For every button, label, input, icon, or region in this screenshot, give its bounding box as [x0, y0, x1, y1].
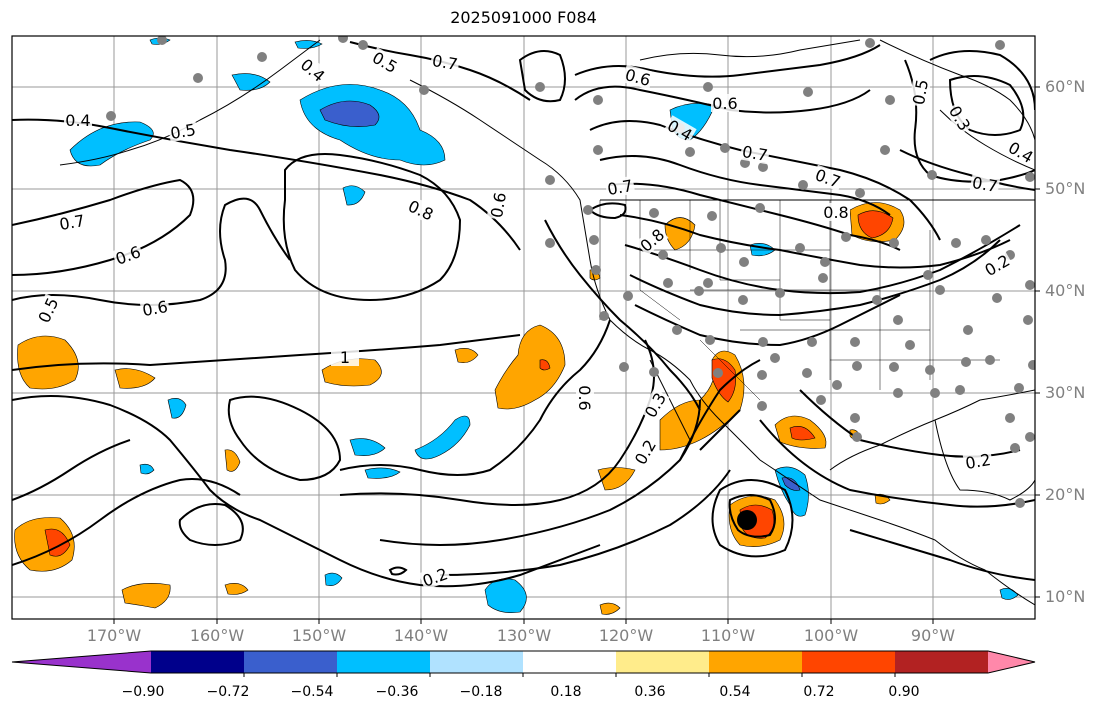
contour-label: 0.7 — [741, 142, 769, 165]
colorbar-tick-label: 0.54 — [719, 684, 751, 700]
colorbar-tick-label: 0.36 — [634, 684, 666, 700]
contour-label-bg — [576, 384, 594, 412]
lat-label-10n: 10°N — [1045, 587, 1086, 606]
lat-label-60n: 60°N — [1045, 77, 1086, 96]
colorbar-tick-label: 0.90 — [888, 684, 920, 700]
contour-label: 0.5 — [909, 78, 932, 106]
contour-label-bg — [167, 119, 199, 143]
lon-label-170w: 170°W — [86, 626, 142, 645]
contour-label-bg — [604, 175, 636, 199]
contour-label: 0.2 — [964, 450, 992, 473]
lon-label-110w: 110°W — [700, 626, 756, 645]
colorbar-tick-label: −0.54 — [290, 684, 334, 700]
lon-label-100w: 100°W — [803, 626, 859, 645]
contour-label: 0.7 — [431, 51, 459, 74]
contour-label-bg — [418, 563, 452, 591]
lat-label-40n: 40°N — [1045, 281, 1086, 300]
contour-label: 0.7 — [971, 173, 999, 196]
contour-label-bg — [111, 241, 145, 269]
colorbar-segment — [337, 651, 431, 673]
contour-label: 0.8 — [823, 203, 848, 222]
colorbar-tick-label: −0.18 — [459, 684, 503, 700]
contour-label-bg — [739, 141, 771, 165]
lon-label-120w: 120°W — [598, 626, 654, 645]
contour-label-bg — [64, 111, 92, 129]
observation-dots — [106, 36, 1035, 508]
contour-label-bg — [56, 210, 88, 234]
colorbar-tick-label: 0.18 — [550, 684, 582, 700]
contour-label: 0.6 — [712, 94, 737, 113]
contour-label-bg — [368, 47, 402, 77]
lon-label-160w: 160°W — [189, 626, 245, 645]
contour-label-bg — [962, 449, 994, 473]
lat-label-50n: 50°N — [1045, 179, 1086, 198]
map-title: 2025091000 F084 — [450, 8, 597, 27]
lon-label-130w: 130°W — [496, 626, 552, 645]
contour-label-bg — [908, 76, 932, 108]
lat-label-30n: 30°N — [1045, 383, 1086, 402]
colorbar — [11, 650, 1036, 677]
colorbar-outline — [11, 650, 1036, 674]
colorbar-tick-label: −0.36 — [375, 684, 419, 700]
colorbar-segment — [151, 651, 245, 673]
colorbar-tick-label: −0.72 — [206, 684, 250, 700]
contour-label-bg — [296, 54, 330, 86]
contour-label-bg — [635, 224, 669, 256]
contour-label-bg — [630, 435, 660, 469]
colorbar-tick-label: −0.90 — [121, 684, 165, 700]
contour-lines — [12, 41, 1035, 588]
lon-label-90w: 90°W — [910, 626, 956, 645]
contour-label: 1 — [340, 348, 350, 367]
contour-label: 0.7 — [58, 211, 86, 234]
contour-label: 0.6 — [575, 385, 594, 410]
colorbar-segment — [12, 651, 151, 673]
contour-label-bg — [811, 164, 845, 192]
contour-label-bg — [486, 189, 510, 221]
contour-label-bg — [331, 348, 359, 366]
colorbar-segment — [709, 651, 803, 673]
contour-label-bg — [822, 203, 850, 221]
contour-label-bg — [139, 296, 171, 320]
state-borders — [599, 200, 1000, 401]
contour-label-bg — [969, 172, 1001, 196]
lat-label-20n: 20°N — [1045, 485, 1086, 504]
colorbar-segment — [895, 651, 989, 673]
lon-label-150w: 150°W — [291, 626, 347, 645]
colorbar-segment — [988, 651, 1035, 673]
colorbar-segment — [802, 651, 896, 673]
contour-label-bg — [945, 101, 975, 135]
colorbar-segment — [430, 651, 524, 673]
tick-marks — [113, 86, 1040, 624]
contour-label: 0.6 — [141, 297, 169, 320]
contour-label-bg — [429, 50, 461, 74]
contour-label: 0.6 — [487, 191, 510, 219]
contour-label-bg — [980, 250, 1014, 280]
contour-label: 0.7 — [606, 176, 634, 199]
contour-label-bg — [622, 64, 654, 90]
colorbar-tick-label: 0.72 — [803, 684, 835, 700]
contour-label-bg — [1004, 137, 1035, 167]
contour-label: 0.4 — [65, 111, 90, 130]
contour-label-bg — [663, 115, 697, 145]
lon-label-140w: 140°W — [393, 626, 449, 645]
contour-label: 0.5 — [169, 120, 197, 143]
colorbar-segment — [616, 651, 710, 673]
contour-label-bg — [404, 195, 438, 225]
contour-label-bg — [33, 293, 63, 327]
map-area: 0.4 0.50.70.60.5 0.60.70.50.40.810.60.70.6… — [12, 36, 1035, 619]
contour-label-bg — [640, 388, 670, 422]
contour-label-bg — [711, 94, 739, 112]
storm-center-marker — [737, 510, 757, 530]
contour-labels: 0.4 0.50.70.60.5 0.60.70.50.40.810.60.70.6… — [33, 47, 1035, 591]
colorbar-segment — [523, 651, 617, 673]
colorbar-segment — [244, 651, 338, 673]
